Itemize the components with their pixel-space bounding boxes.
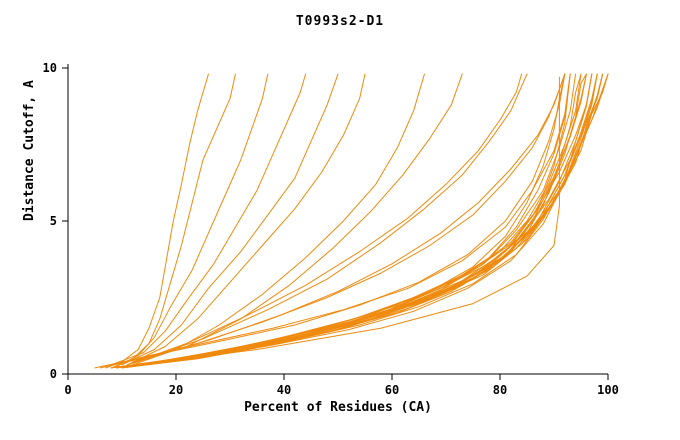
model-curve <box>132 73 425 366</box>
x-tick-label: 40 <box>277 383 291 397</box>
model-curve <box>137 73 604 366</box>
y-tick-label: 10 <box>43 61 57 75</box>
model-curve <box>105 73 209 369</box>
x-axis-label: Percent of Residues (CA) <box>244 400 432 415</box>
x-tick-label: 60 <box>385 383 399 397</box>
model-curve <box>110 73 307 366</box>
model-curve <box>116 73 582 369</box>
model-curve <box>132 73 604 366</box>
x-tick-label: 80 <box>493 383 507 397</box>
y-tick-label: 0 <box>50 367 57 381</box>
model-curve <box>110 73 236 369</box>
model-curve <box>143 73 593 365</box>
model-curve <box>132 73 528 364</box>
model-curve <box>121 73 339 366</box>
model-curve <box>132 73 463 364</box>
y-tick-label: 5 <box>50 214 57 228</box>
model-curve <box>110 73 587 369</box>
model-curve <box>126 73 523 366</box>
model-curve <box>99 73 566 369</box>
model-curve <box>116 73 269 367</box>
model-curve <box>126 73 366 366</box>
x-tick-label: 100 <box>597 383 619 397</box>
chart-title: T0993s2-D1 <box>295 14 385 29</box>
model-curve <box>94 73 571 369</box>
model-curve <box>121 73 598 369</box>
model-curve <box>137 76 560 366</box>
x-tick-label: 20 <box>169 383 183 397</box>
x-tick-label: 0 <box>64 383 71 397</box>
model-curve <box>137 73 566 361</box>
